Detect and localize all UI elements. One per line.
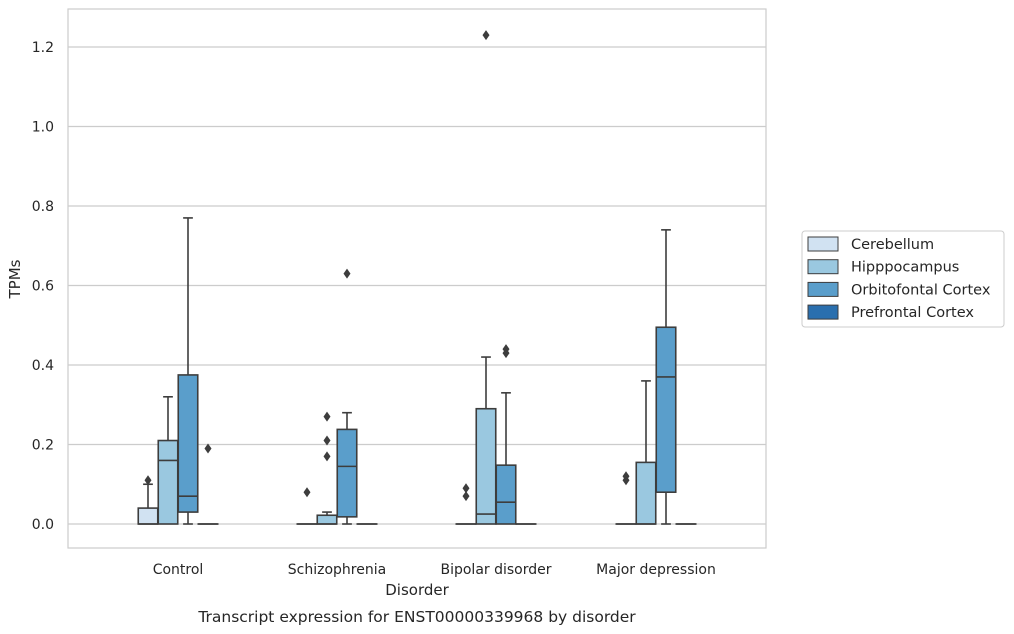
outlier-point xyxy=(323,411,331,422)
y-tick-label: 1.2 xyxy=(32,40,54,56)
outlier-point xyxy=(323,451,331,462)
box-iqr xyxy=(495,464,517,525)
box-1-2 xyxy=(475,30,497,525)
box-0-3 xyxy=(615,471,637,525)
box-1-1 xyxy=(316,411,338,525)
outlier-point xyxy=(323,435,331,446)
outlier-point xyxy=(303,487,311,498)
box-iqr xyxy=(316,514,338,525)
box-2-1 xyxy=(336,268,358,525)
x-tick-labels: Control Schizophrenia Bipolar disorder Majo… xyxy=(153,562,716,578)
legend-swatch xyxy=(807,281,839,297)
y-tick-label: 0.0 xyxy=(32,517,54,533)
box-iqr xyxy=(177,374,199,513)
box-0-2 xyxy=(455,483,477,525)
outlier-point xyxy=(622,471,630,482)
legend-label: Prefrontal Cortex xyxy=(851,305,974,321)
x-axis-label: Disorder xyxy=(385,581,449,599)
y-tick-label: 0.2 xyxy=(32,438,54,454)
legend-label: Orbitofontal Cortex xyxy=(851,282,991,298)
box-3-0 xyxy=(197,443,219,525)
x-tick-label: Schizophrenia xyxy=(288,562,386,578)
y-tick-labels: 0.0 0.2 0.4 0.6 0.8 1.0 1.2 xyxy=(32,40,54,533)
legend-swatch xyxy=(807,236,839,252)
box-2-3 xyxy=(655,229,677,525)
y-axis-label: TPMs xyxy=(6,259,24,299)
box-iqr xyxy=(157,439,179,525)
outlier-point xyxy=(502,344,510,355)
x-tick-label: Major depression xyxy=(596,562,716,578)
box-1-3 xyxy=(635,380,657,525)
legend-label: Hipppocampus xyxy=(851,260,959,276)
x-tick-label: Control xyxy=(153,562,204,578)
legend-frame xyxy=(801,230,1005,328)
legend-swatch xyxy=(807,259,839,275)
box-2-0 xyxy=(177,217,199,525)
outlier-point xyxy=(204,443,212,454)
box-iqr xyxy=(635,461,657,525)
x-tick-label: Bipolar disorder xyxy=(440,562,551,578)
box-iqr xyxy=(336,428,358,518)
box-2-2 xyxy=(495,344,517,525)
legend-label: Cerebellum xyxy=(851,237,934,253)
box-iqr xyxy=(655,326,677,493)
outlier-point xyxy=(482,30,490,41)
y-tick-label: 1.0 xyxy=(32,120,54,136)
y-tick-label: 0.4 xyxy=(32,358,54,374)
box-iqr xyxy=(137,507,159,525)
outlier-point xyxy=(343,268,351,279)
outlier-point xyxy=(144,475,152,486)
box-0-1 xyxy=(296,487,318,525)
box-series xyxy=(137,30,697,525)
box-iqr xyxy=(475,407,497,525)
chart-caption: Transcript expression for ENST0000033996… xyxy=(197,608,636,626)
y-tick-label: 0.8 xyxy=(32,199,54,215)
legend: Cerebellum Hipppocampus Orbitofontal Corte… xyxy=(801,230,1005,328)
box-1-0 xyxy=(157,395,179,525)
y-tick-label: 0.6 xyxy=(32,279,54,295)
plot-frame xyxy=(67,8,767,549)
legend-swatch xyxy=(807,304,839,320)
outlier-point xyxy=(462,491,470,502)
outlier-point xyxy=(462,483,470,494)
box-0-0 xyxy=(137,475,159,525)
